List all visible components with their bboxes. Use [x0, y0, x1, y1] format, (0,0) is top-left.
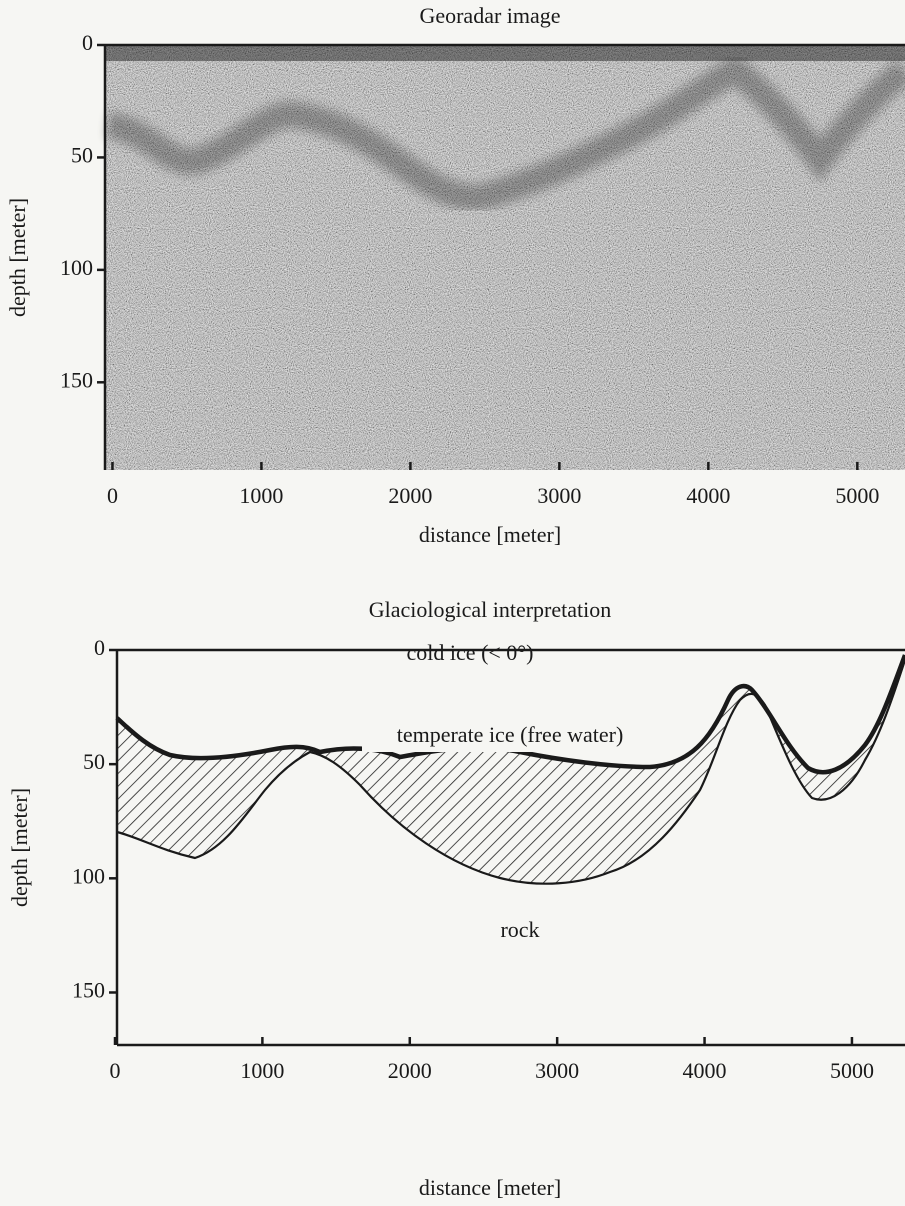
- y-tick-label: 0: [94, 635, 105, 660]
- annotation: temperate ice (free water): [397, 722, 624, 747]
- annotation: cold ice (< 0°): [407, 640, 534, 665]
- x-tick-label: 4000: [686, 483, 730, 508]
- x-tick-label: 0: [107, 483, 118, 508]
- x-tick-label: 5000: [830, 1058, 874, 1083]
- x-tick-label: 3000: [535, 1058, 579, 1083]
- y-tick-label: 50: [71, 142, 93, 167]
- y-axis-label: depth [meter]: [5, 198, 30, 317]
- x-tick-label: 5000: [835, 483, 879, 508]
- x-tick-label: 4000: [683, 1058, 727, 1083]
- y-axis-label: depth [meter]: [7, 788, 32, 907]
- y-tick-label: 50: [83, 749, 105, 774]
- x-tick-label: 2000: [388, 483, 432, 508]
- y-tick-label: 150: [60, 367, 93, 392]
- y-tick-label: 150: [72, 978, 105, 1003]
- radar-image: [105, 45, 905, 470]
- x-tick-label: 1000: [240, 1058, 284, 1083]
- annotation: rock: [500, 917, 539, 942]
- x-axis-label: distance [meter]: [419, 1175, 561, 1200]
- x-axis-label: distance [meter]: [419, 522, 561, 547]
- y-tick-label: 0: [82, 30, 93, 55]
- chart-title: Georadar image: [419, 3, 560, 28]
- y-tick-label: 100: [60, 255, 93, 280]
- x-tick-label: 0: [110, 1058, 121, 1083]
- x-tick-label: 3000: [537, 483, 581, 508]
- chart-layer: Georadar image distance [meter] depth [met…: [5, 3, 905, 1200]
- x-tick-label: 1000: [239, 483, 283, 508]
- interpretation-drawing: [115, 654, 905, 885]
- chart-title: Glaciological interpretation: [369, 597, 612, 622]
- y-tick-label: 100: [72, 863, 105, 888]
- x-tick-label: 2000: [388, 1058, 432, 1083]
